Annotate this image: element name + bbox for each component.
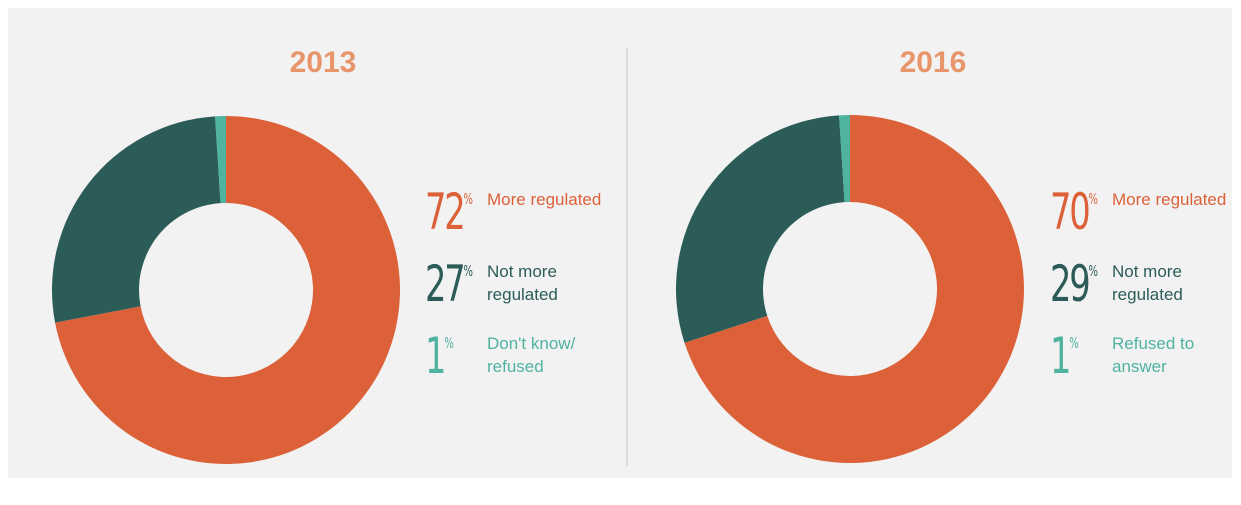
- legend-label: Not more regulated: [1112, 262, 1183, 304]
- legend-item: 29% Not more regulated: [1050, 255, 1232, 313]
- legend-item: 1% Refused to answer: [1050, 327, 1232, 385]
- chart-title: 2013: [290, 46, 357, 79]
- donut-slice: [52, 116, 221, 323]
- legend-label: Refused to answer: [1112, 334, 1195, 376]
- legend-item: 27% Not more regulated: [425, 255, 607, 313]
- chart-title: 2016: [900, 46, 967, 79]
- value-label: 72%: [425, 183, 474, 241]
- value-label: 1%: [425, 327, 454, 385]
- legend-label: Not more regulated: [487, 262, 558, 304]
- legend-label: Don't know/ refused: [487, 334, 576, 376]
- donut-slice: [676, 115, 845, 343]
- donut-slice: [55, 116, 400, 464]
- value-label: 70%: [1050, 183, 1099, 241]
- value-label: 1%: [1050, 327, 1079, 385]
- legend-label: More regulated: [487, 190, 602, 209]
- donut-slice: [684, 115, 1024, 464]
- donut-slice: [839, 115, 850, 203]
- divider: [626, 48, 628, 466]
- legend-item: 1% Don't know/ refused: [425, 327, 607, 385]
- value-label: 27%: [425, 255, 474, 313]
- value-label: 29%: [1050, 255, 1099, 313]
- legend-item: 72% More regulated: [425, 183, 607, 241]
- legend-item: 70% More regulated: [1050, 183, 1232, 241]
- legend-label: More regulated: [1112, 190, 1227, 209]
- donut-slice: [215, 116, 226, 204]
